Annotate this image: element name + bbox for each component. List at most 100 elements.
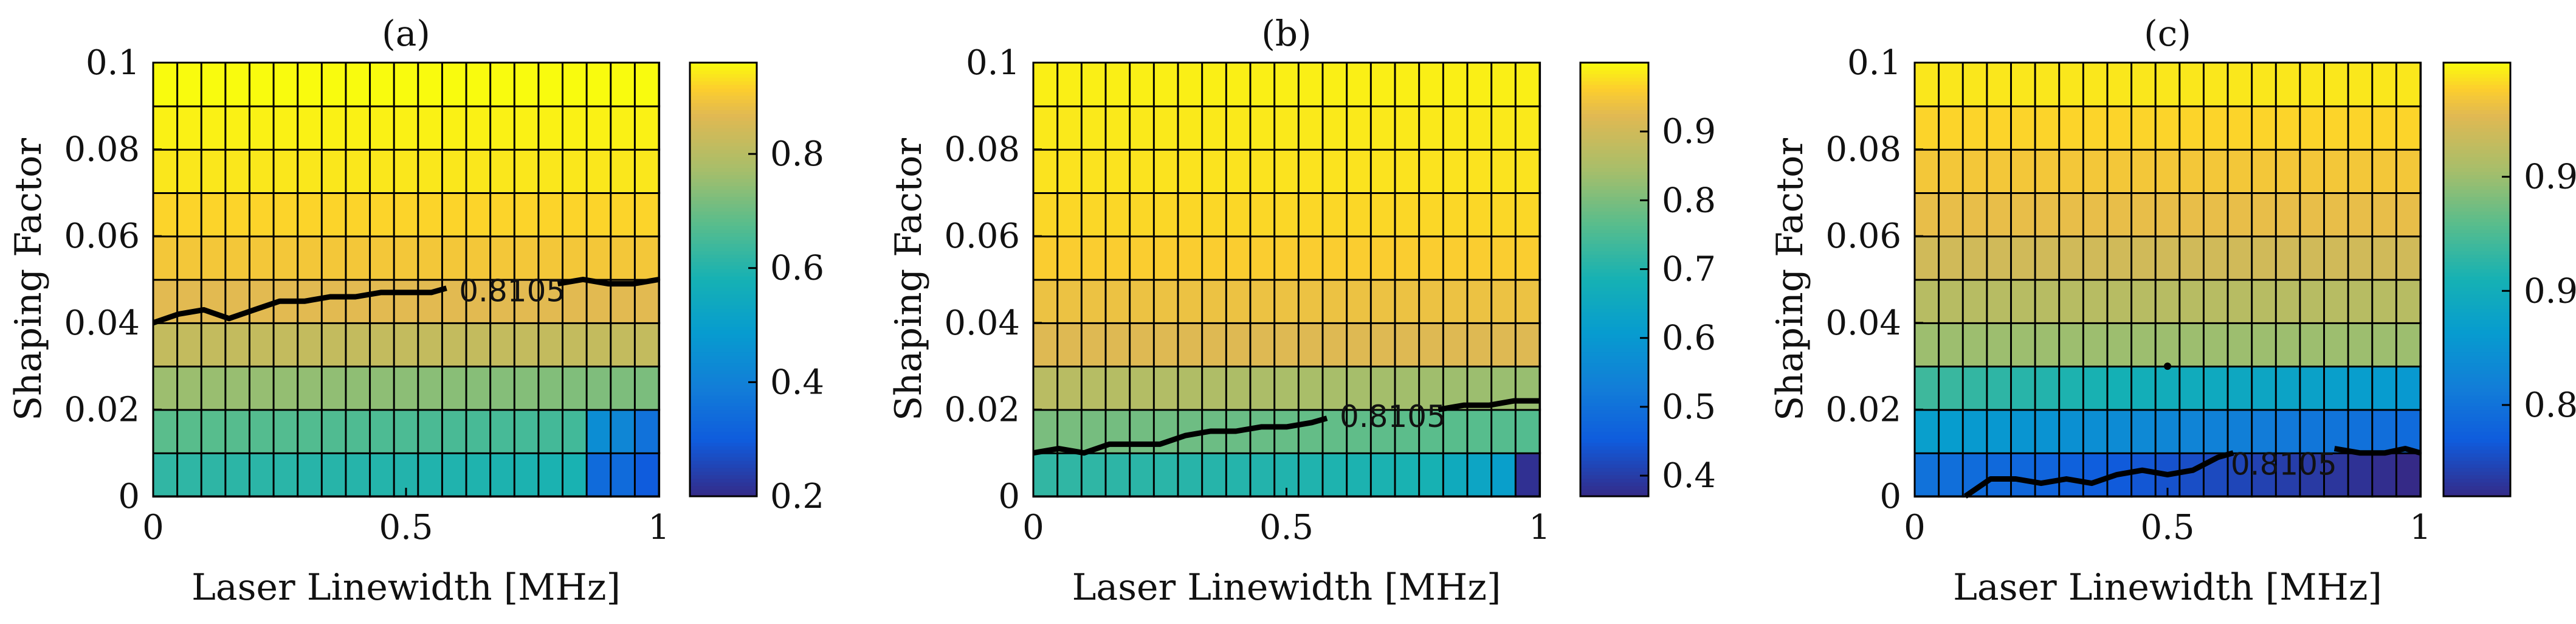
- heatmap-cell: [2154, 61, 2181, 108]
- colorbar-segment: [2443, 120, 2510, 125]
- heatmap-cell: [2323, 148, 2350, 195]
- heatmap-cell: [1321, 148, 1348, 195]
- contour-label: 0.8105: [459, 273, 565, 308]
- heatmap-cell: [2058, 192, 2085, 238]
- colorbar-segment: [2443, 417, 2510, 421]
- colorbar-segment: [1580, 120, 1648, 125]
- heatmap-cell: [224, 192, 251, 238]
- colorbar-segment: [690, 120, 757, 125]
- colorbar-segment: [690, 232, 757, 237]
- heatmap-cell: [1418, 192, 1445, 238]
- heatmap-cell: [1961, 365, 1988, 411]
- heatmap-cell: [562, 61, 588, 108]
- heatmap-cell: [1369, 105, 1397, 151]
- heatmap-cell: [272, 148, 299, 195]
- heatmap-cell: [465, 61, 492, 108]
- colorbar-segment: [2443, 185, 2510, 190]
- heatmap-cell: [176, 148, 203, 195]
- heatmap-cell: [1056, 61, 1083, 108]
- heatmap-cell: [1514, 322, 1541, 368]
- colorbar-segment: [2443, 460, 2510, 465]
- colorbar-segment: [2443, 189, 2510, 193]
- colorbar-segment: [1580, 182, 1648, 187]
- colorbar-tick-label: 0.7: [1662, 250, 1716, 289]
- colorbar-segment: [690, 319, 757, 324]
- colorbar-segment: [690, 88, 757, 92]
- colorbar-segment: [1580, 286, 1648, 291]
- heatmap-cell: [2251, 192, 2278, 238]
- heatmap-cell: [2347, 192, 2374, 238]
- heatmap-cell: [2082, 279, 2109, 324]
- heatmap-cell: [2395, 408, 2422, 454]
- heatmap-cell: [248, 148, 275, 195]
- colorbar-segment: [2443, 398, 2510, 403]
- heatmap-cell: [2275, 192, 2302, 238]
- colorbar-segment: [2443, 84, 2510, 89]
- heatmap-cell: [633, 452, 661, 498]
- heatmap-cell: [2347, 322, 2374, 368]
- colorbar-segment: [1580, 77, 1648, 81]
- y-tick-label: 0: [998, 477, 1020, 516]
- colorbar-segment: [690, 376, 757, 381]
- heatmap-cell: [1032, 452, 1059, 498]
- colorbar-segment: [2443, 156, 2510, 161]
- heatmap-cell: [610, 148, 636, 195]
- colorbar-segment: [2443, 63, 2510, 67]
- heatmap-cell: [1104, 452, 1131, 498]
- heatmap-cell: [1104, 148, 1131, 195]
- heatmap-cell: [200, 235, 227, 281]
- heatmap-cell: [1225, 148, 1252, 195]
- heatmap-cell: [2395, 235, 2422, 281]
- heatmap-cell: [2299, 61, 2326, 108]
- heatmap-cell: [320, 235, 348, 281]
- colorbar-segment: [2443, 283, 2510, 288]
- heatmap-cell: [1129, 192, 1155, 238]
- heatmap-cell: [393, 408, 419, 454]
- colorbar-segment: [2443, 319, 2510, 324]
- colorbar-segment: [690, 80, 757, 85]
- heatmap-cell: [2371, 105, 2398, 151]
- colorbar-tick-label: 0.95: [2524, 158, 2576, 197]
- colorbar-segment: [690, 192, 757, 197]
- heatmap-cell: [1913, 365, 1940, 411]
- colorbar-segment: [2443, 376, 2510, 381]
- heatmap-cell: [562, 452, 588, 498]
- heatmap-cell: [393, 148, 419, 195]
- colorbar-segment: [2443, 272, 2510, 277]
- y-tick-label: 0.04: [1825, 303, 1901, 343]
- x-axis-label: Laser Linewidth [MHz]: [1072, 566, 1501, 609]
- heatmap-cell: [2106, 408, 2133, 454]
- heatmap-cell: [1418, 408, 1445, 454]
- heatmap-cell: [393, 192, 419, 238]
- y-tick-label: 0.08: [64, 130, 140, 170]
- colorbar-segment: [690, 69, 757, 74]
- heatmap-cell: [2106, 148, 2133, 195]
- colorbar-segment: [1580, 330, 1648, 335]
- colorbar-segment: [2443, 164, 2510, 168]
- heatmap-cell: [465, 148, 492, 195]
- colorbar-segment: [690, 330, 757, 335]
- colorbar-segment: [2443, 373, 2510, 378]
- heatmap-cell: [2034, 192, 2061, 238]
- y-tick-label: 0.06: [944, 217, 1020, 256]
- heatmap-cell: [320, 61, 348, 108]
- y-tick-label: 0.1: [86, 43, 140, 83]
- heatmap-cell: [1346, 192, 1372, 238]
- colorbar-segment: [2443, 456, 2510, 461]
- colorbar-segment: [690, 384, 757, 389]
- heatmap-cell: [2058, 279, 2085, 324]
- heatmap-cell: [1418, 148, 1445, 195]
- y-tick-label: 0.04: [944, 303, 1020, 343]
- colorbar-segment: [690, 380, 757, 385]
- heatmap-cell: [1177, 61, 1204, 108]
- colorbar-segment: [690, 452, 757, 457]
- heatmap-cell: [1514, 105, 1541, 151]
- colorbar-segment: [1580, 380, 1648, 385]
- colorbar-segment: [2443, 257, 2510, 262]
- heatmap-cell: [465, 322, 492, 368]
- heatmap-cell: [1104, 235, 1131, 281]
- colorbar-segment: [690, 373, 757, 378]
- colorbar-segment: [690, 131, 757, 136]
- heatmap-cell: [1225, 105, 1252, 151]
- heatmap-cell: [1394, 61, 1421, 108]
